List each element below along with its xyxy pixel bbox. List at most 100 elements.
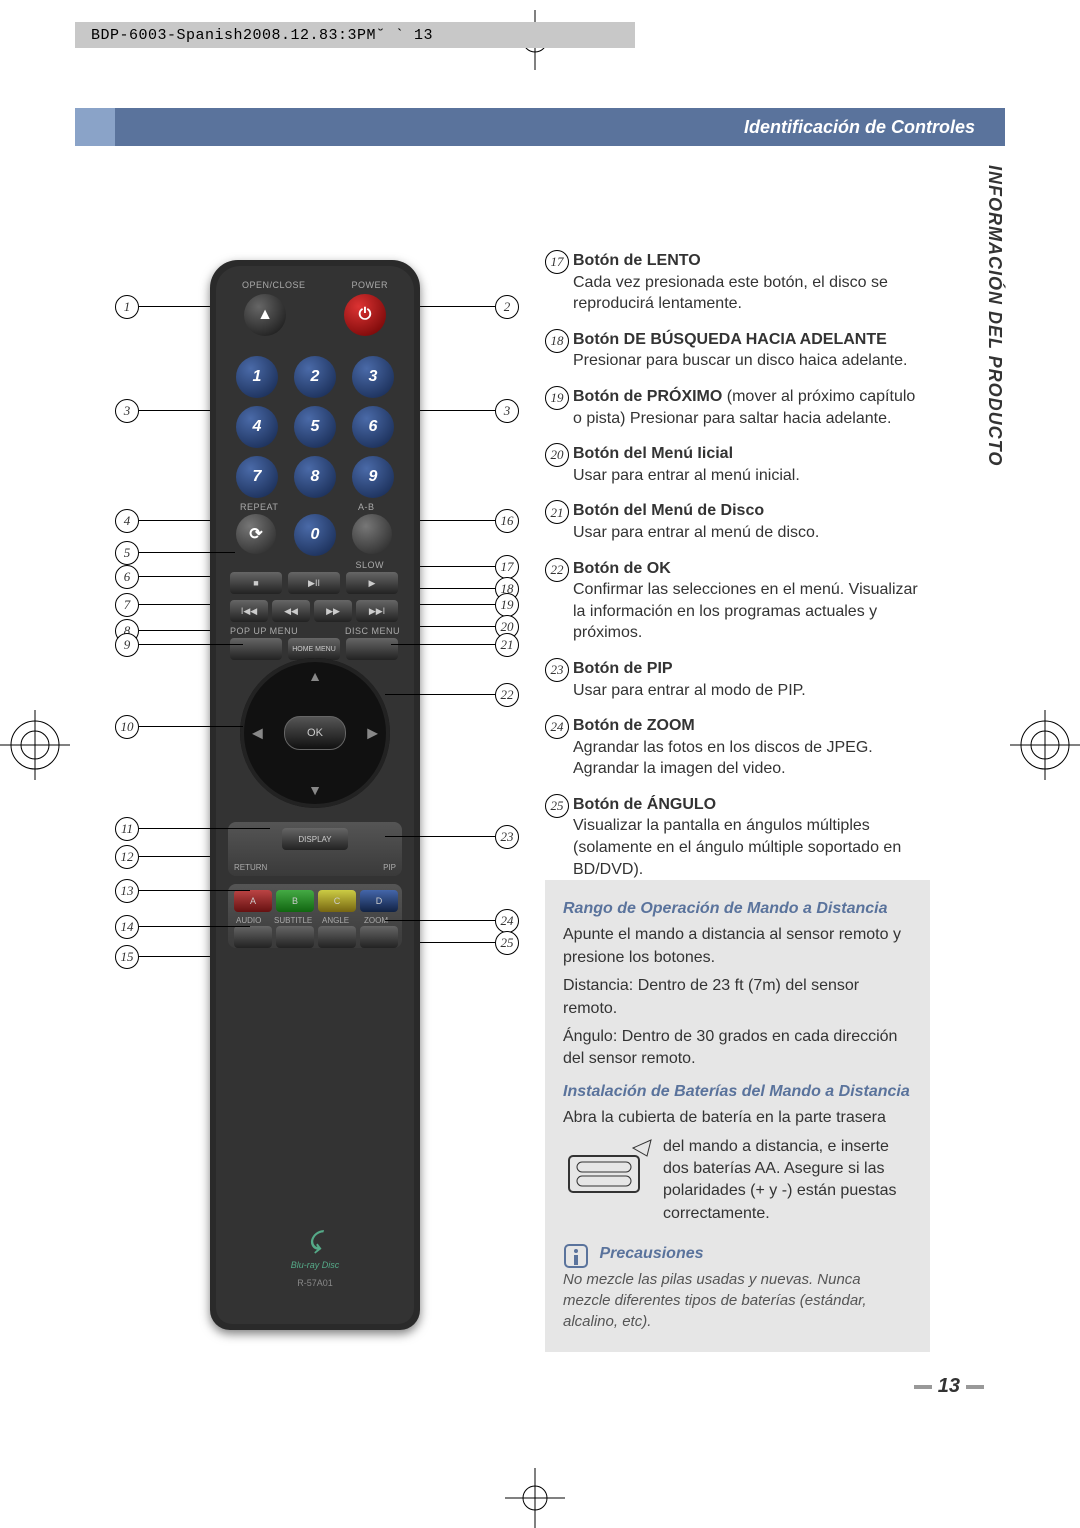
info-box: Rango de Operación de Mando a Distancia … [545,880,930,1352]
desc-item-20: 20Botón del Menú IicialUsar para entrar … [545,443,925,486]
lead-2 [420,306,495,307]
desc-item-21: 21Botón del Menú de DiscoUsar para entra… [545,500,925,543]
callout-11: 11 [115,817,139,841]
btn-power: ⏻ [344,294,386,336]
label-subtitle: SUBTITLE [274,916,312,925]
desc-item-25: 25Botón de ÁNGULOVisualizar la pantalla … [545,794,925,880]
remote-face: OPEN/CLOSE POWER ▲ ⏻ 1 2 3 4 5 6 7 8 9 R… [216,266,414,1324]
dpad: ▲ ▼ ◀ ▶ OK [240,658,390,808]
desc-item-19: 19Botón de PRÓXIMO (mover al próximo cap… [545,386,925,429]
btn-home-menu: HOME MENU [288,638,340,660]
print-header: BDP-6003-Spanish2008.12.83:3PM˘ ` 13 [75,22,1080,48]
lead-1 [139,306,210,307]
btn-open-close: ▲ [244,294,286,336]
desc-item-18: 18Botón DE BÚSQUEDA HACIA ADELANTEPresio… [545,329,925,372]
btn-ok: OK [284,716,346,750]
desc-item-22: 22Botón de OKConfirmar las selecciones e… [545,558,925,644]
btn-num-4: 4 [236,406,278,448]
lead-7 [139,604,210,605]
range-p1: Apunte el mando a distancia al sensor re… [563,924,912,969]
btn-ab [352,514,392,554]
precautions: Precausiones No mezcle las pilas usadas … [563,1243,912,1332]
info-icon [563,1243,589,1269]
print-header-text: BDP-6003-Spanish2008.12.83:3PM˘ ` 13 [75,22,635,48]
callout-14: 14 [115,915,139,939]
label-power: POWER [351,280,388,290]
lead-18 [420,588,495,589]
label-ab: A-B [358,502,375,512]
btn-color-b: B [276,890,314,912]
btn-color-c: C [318,890,356,912]
panel-abcd: A B C D AUDIO SUBTITLE ANGLE ZOOM [228,884,402,948]
label-open-close: OPEN/CLOSE [242,280,306,290]
lead-8 [139,630,210,631]
btn-fwd: ▶▶ [314,600,352,622]
lead-17 [420,566,495,567]
label-slow: SLOW [355,560,384,570]
lead-11 [139,828,270,829]
range-p2: Distancia: Dentro de 23 ft (7m) del sens… [563,975,912,1020]
label-repeat: REPEAT [240,502,278,512]
callout-2: 2 [495,295,519,319]
btn-color-d: D [360,890,398,912]
desc-item-24: 24Botón de ZOOMAgrandar las fotos en los… [545,715,925,780]
btn-num-6: 6 [352,406,394,448]
callout-6: 6 [115,565,139,589]
btn-prev: I◀◀ [230,600,268,622]
btn-slow: ▶ [346,572,398,594]
prec-text: No mezcle las pilas usadas y nuevas. Nun… [563,1269,912,1332]
lead-19 [420,604,495,605]
label-return: RETURN [234,863,267,872]
btn-stop: ■ [230,572,282,594]
lead-24 [385,920,495,921]
callout-17: 17 [495,555,519,579]
callout-25: 25 [495,931,519,955]
crop-mark-right [1010,710,1080,780]
btn-popup [230,638,282,660]
lead-23 [385,836,495,837]
lead-9 [139,644,243,645]
callout-21: 21 [495,633,519,657]
prec-label: Precausiones [599,1245,703,1262]
lead-20 [420,626,495,627]
label-angle: ANGLE [322,916,349,925]
lead-4 [139,520,210,521]
callout-7: 7 [115,593,139,617]
label-popup: POP UP MENU [230,626,298,636]
btn-num-1: 1 [236,356,278,398]
btn-angle [318,926,356,948]
callout-12: 12 [115,845,139,869]
btn-num-2: 2 [294,356,336,398]
btn-display: DISPLAY [282,828,348,850]
remote-model: R-57A01 [297,1278,333,1288]
btn-num-7: 7 [236,456,278,498]
lead-3 [420,410,495,411]
callout-3: 3 [495,399,519,423]
btn-audio [234,926,272,948]
section-band: Identificación de Controles [75,108,1005,146]
btn-num-8: 8 [294,456,336,498]
callout-22: 22 [495,683,519,707]
callout-16: 16 [495,509,519,533]
lead-10 [139,726,243,727]
install-title: Instalación de Baterías del Mando a Dist… [563,1081,912,1103]
label-audio: AUDIO [236,916,261,925]
callout-15: 15 [115,945,139,969]
label-pip: PIP [383,863,396,872]
lead-25 [420,942,495,943]
callout-9: 9 [115,633,139,657]
lead-12 [139,856,210,857]
callout-3: 3 [115,399,139,423]
bluray-text: Blu-ray Disc [291,1260,340,1270]
install-p1: Abra la cubierta de batería en la parte … [563,1107,912,1129]
page-number: 13 [908,1375,990,1398]
range-title: Rango de Operación de Mando a Distancia [563,898,912,920]
install-p2: del mando a distancia, e inserte dos bat… [663,1136,912,1226]
descriptions: 17Botón de LENTOCada vez presionada este… [545,250,925,894]
lead-3 [139,410,210,411]
btn-num-9: 9 [352,456,394,498]
range-p3: Ángulo: Dentro de 30 grados en cada dire… [563,1026,912,1071]
battery-icon [563,1136,653,1206]
callout-1: 1 [115,295,139,319]
desc-item-23: 23Botón de PIPUsar para entrar al modo d… [545,658,925,701]
